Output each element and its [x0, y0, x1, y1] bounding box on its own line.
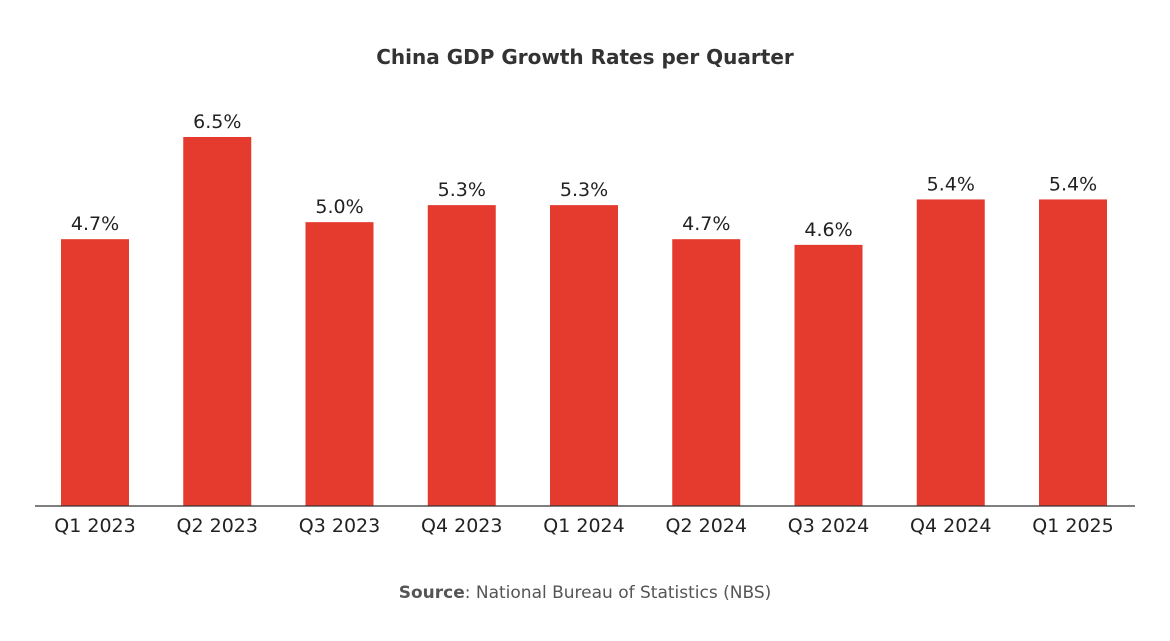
- bar-q4-2024: [916, 199, 985, 506]
- bar-q2-2024: [672, 239, 741, 506]
- x-tick-label: Q1 2023: [54, 515, 135, 537]
- bar-q1-2023: [61, 239, 129, 506]
- source-note: Source: National Bureau of Statistics (N…: [399, 583, 772, 603]
- chart-title: China GDP Growth Rates per Quarter: [376, 45, 794, 69]
- x-tick-label: Q1 2024: [543, 515, 624, 537]
- bar-q1-2024: [550, 205, 618, 506]
- data-label: 4.7%: [71, 213, 119, 235]
- x-tick-label: Q2 2023: [177, 515, 258, 537]
- bar-q4-2023: [427, 205, 496, 506]
- source-label: Source: [399, 583, 465, 603]
- data-label: 4.6%: [804, 219, 852, 241]
- bar-q3-2024: [794, 244, 863, 506]
- x-tick-label: Q1 2025: [1032, 515, 1113, 537]
- data-label: 5.4%: [927, 173, 975, 195]
- x-tick-label: Q2 2024: [666, 515, 747, 537]
- data-label: 5.3%: [560, 179, 608, 201]
- source-text: : National Bureau of Statistics (NBS): [465, 583, 772, 603]
- bar-q3-2023: [305, 222, 374, 506]
- x-tick-label: Q4 2023: [421, 515, 502, 537]
- x-tick-label: Q3 2023: [299, 515, 380, 537]
- data-label: 6.5%: [193, 111, 241, 133]
- x-tick-label: Q3 2024: [788, 515, 869, 537]
- data-label: 4.7%: [682, 213, 730, 235]
- bar-q2-2023: [183, 137, 252, 506]
- bar-q1-2025: [1039, 199, 1107, 506]
- x-tick-label: Q4 2024: [910, 515, 991, 537]
- data-label: 5.0%: [315, 196, 363, 218]
- data-label: 5.3%: [438, 179, 486, 201]
- data-label: 5.4%: [1049, 173, 1097, 195]
